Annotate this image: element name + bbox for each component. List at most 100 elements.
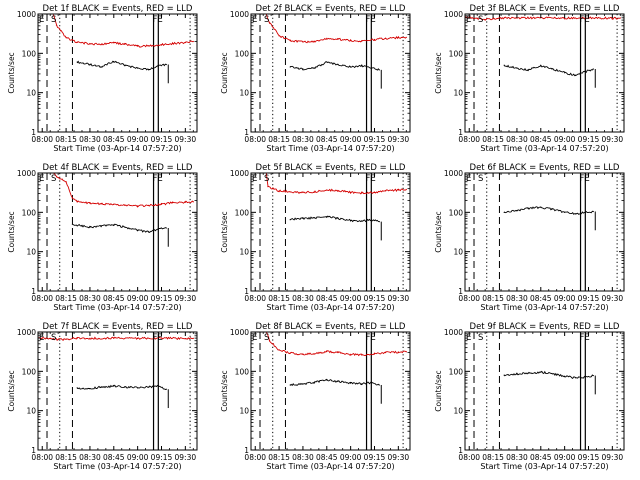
data-point-lld bbox=[373, 38, 376, 41]
data-point-events bbox=[113, 385, 115, 387]
plot-frame bbox=[250, 172, 411, 292]
data-point-lld bbox=[268, 340, 271, 342]
x-tick-label: 08:45 bbox=[316, 453, 338, 462]
data-point-lld bbox=[192, 337, 194, 339]
marker-label-s: S bbox=[51, 333, 56, 343]
data-point-lld bbox=[184, 201, 186, 203]
x-tick-label: 08:00 bbox=[458, 453, 480, 462]
data-point-events bbox=[326, 215, 328, 218]
panel-title: Det 4f BLACK = Events, RED = LLD bbox=[43, 163, 193, 173]
y-tick-label: 10 bbox=[26, 407, 36, 416]
data-point-lld bbox=[71, 197, 74, 199]
x-tick-label: 08:15 bbox=[482, 294, 504, 303]
data-point-lld bbox=[113, 203, 115, 205]
y-tick-label: 10 bbox=[239, 89, 249, 98]
x-tick-label: 09:00 bbox=[554, 453, 576, 462]
y-axis-label: Counts/sec bbox=[434, 52, 443, 93]
data-point-events bbox=[76, 61, 78, 63]
plot-frame bbox=[37, 331, 198, 451]
data-point-lld bbox=[278, 349, 280, 351]
data-point-lld bbox=[385, 190, 387, 192]
x-tick-label: 08:30 bbox=[506, 135, 528, 144]
data-point-lld bbox=[57, 339, 59, 341]
plot-frame bbox=[37, 13, 198, 133]
series-line-events bbox=[290, 215, 380, 223]
x-tick-label: 08:45 bbox=[530, 453, 552, 462]
x-tick-label: 08:15 bbox=[482, 453, 504, 462]
x-tick-label: 08:45 bbox=[316, 294, 338, 303]
data-point-lld bbox=[41, 337, 43, 339]
data-point-lld bbox=[113, 42, 115, 44]
data-point-lld bbox=[361, 354, 363, 356]
x-tick-label: 08:00 bbox=[244, 135, 266, 144]
data-point-lld bbox=[302, 353, 304, 355]
y-tick-label: 10 bbox=[26, 89, 36, 98]
x-tick-label: 08:00 bbox=[458, 135, 480, 144]
marker-label-e: E bbox=[252, 15, 257, 25]
data-point-lld bbox=[492, 18, 494, 20]
x-tick-label: 08:45 bbox=[103, 135, 125, 144]
y-tick-label: 1000 bbox=[444, 169, 463, 178]
series-line-lld bbox=[38, 336, 194, 342]
x-tick-label: 08:45 bbox=[530, 135, 552, 144]
data-point-lld bbox=[160, 337, 163, 339]
data-point-lld bbox=[89, 337, 91, 339]
x-tick-label: 08:45 bbox=[103, 453, 125, 462]
data-point-events bbox=[564, 211, 566, 213]
data-point-events bbox=[551, 372, 553, 375]
marker-label-s: S bbox=[51, 174, 56, 184]
data-point-events bbox=[361, 220, 363, 222]
plot-area bbox=[46, 173, 194, 291]
data-point-lld bbox=[484, 19, 486, 21]
data-point-events bbox=[289, 219, 291, 221]
marker-label-fe: FE bbox=[366, 15, 376, 25]
y-tick-label: 100 bbox=[235, 49, 250, 58]
data-point-lld bbox=[476, 17, 478, 19]
data-point-events bbox=[575, 74, 577, 76]
plot-area bbox=[259, 14, 407, 132]
x-tick-label: 08:45 bbox=[103, 294, 125, 303]
data-point-lld bbox=[503, 17, 505, 19]
x-tick-label: 09:30 bbox=[175, 294, 197, 303]
marker-label-e: E bbox=[39, 174, 44, 184]
data-point-lld bbox=[184, 337, 186, 340]
y-tick-label: 10 bbox=[239, 407, 249, 416]
plot-frame bbox=[37, 172, 198, 292]
x-axis-label: Start Time (03-Apr-14 07:57:20) bbox=[480, 303, 608, 312]
x-tick-label: 09:15 bbox=[578, 135, 600, 144]
panel-title: Det 2f BLACK = Events, RED = LLD bbox=[256, 4, 406, 14]
data-point-events bbox=[575, 213, 577, 215]
marker-label-fe: FE bbox=[153, 15, 163, 25]
data-point-lld bbox=[337, 351, 339, 354]
data-point-events bbox=[157, 228, 159, 230]
data-point-lld bbox=[313, 40, 315, 43]
x-tick-label: 08:00 bbox=[458, 294, 480, 303]
data-point-lld bbox=[385, 351, 387, 354]
x-tick-label: 08:00 bbox=[31, 135, 53, 144]
data-point-events bbox=[564, 375, 566, 377]
data-point-events bbox=[326, 379, 328, 381]
x-tick-label: 09:30 bbox=[602, 135, 624, 144]
marker-label-e: E bbox=[466, 15, 471, 25]
y-axis-label: Counts/sec bbox=[434, 370, 443, 411]
y-tick-label: 10 bbox=[239, 248, 249, 257]
data-point-events bbox=[527, 372, 529, 374]
data-point-events bbox=[551, 68, 553, 70]
x-tick-label: 09:15 bbox=[151, 135, 173, 144]
plot-frame bbox=[464, 172, 625, 292]
x-tick-label: 08:30 bbox=[506, 453, 528, 462]
data-point-lld bbox=[89, 202, 91, 204]
data-point-lld bbox=[302, 41, 304, 43]
data-point-events bbox=[337, 380, 339, 383]
data-point-events bbox=[378, 69, 380, 71]
y-tick-label: 1000 bbox=[444, 328, 463, 337]
y-tick-label: 100 bbox=[235, 367, 250, 376]
data-point-lld bbox=[337, 189, 339, 192]
marker-label-fe: FE bbox=[580, 15, 590, 25]
x-tick-label: 09:30 bbox=[388, 453, 410, 462]
